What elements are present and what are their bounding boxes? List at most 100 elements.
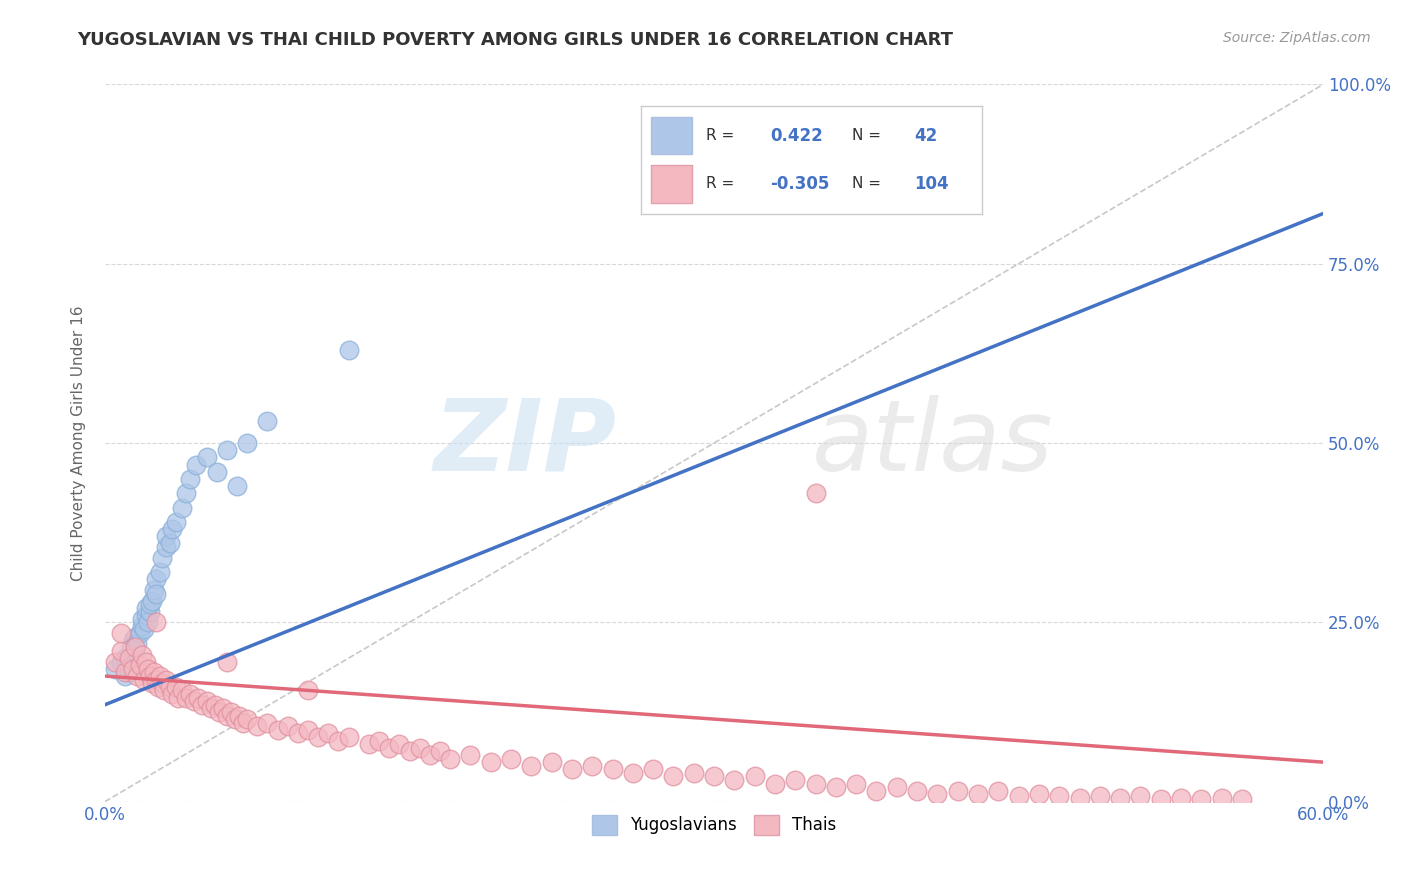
Text: Source: ZipAtlas.com: Source: ZipAtlas.com xyxy=(1223,31,1371,45)
Point xyxy=(865,784,887,798)
Point xyxy=(153,683,176,698)
Point xyxy=(682,765,704,780)
Point xyxy=(135,601,157,615)
Point xyxy=(1028,788,1050,802)
Point xyxy=(183,694,205,708)
Point xyxy=(114,651,136,665)
Point xyxy=(145,673,167,687)
Point xyxy=(145,615,167,630)
Point xyxy=(328,733,350,747)
Point xyxy=(337,343,360,357)
Point xyxy=(211,701,233,715)
Point xyxy=(398,744,420,758)
Point xyxy=(297,723,319,737)
Point xyxy=(287,726,309,740)
Point xyxy=(581,758,603,772)
Point xyxy=(110,644,132,658)
Point xyxy=(145,586,167,600)
Point xyxy=(159,680,181,694)
Point xyxy=(172,500,194,515)
Point xyxy=(429,744,451,758)
Point xyxy=(128,626,150,640)
Point xyxy=(1047,789,1070,803)
Point xyxy=(804,486,827,500)
Point xyxy=(561,762,583,776)
Point xyxy=(131,648,153,662)
Point xyxy=(146,680,169,694)
Point xyxy=(927,788,949,802)
Point xyxy=(224,712,246,726)
Point xyxy=(174,690,197,705)
Point xyxy=(845,777,868,791)
Point xyxy=(205,465,228,479)
Point xyxy=(138,669,160,683)
Point xyxy=(307,730,329,744)
Point xyxy=(662,769,685,783)
Point xyxy=(135,655,157,669)
Point xyxy=(723,773,745,788)
Point xyxy=(127,669,149,683)
Point xyxy=(187,690,209,705)
Point xyxy=(226,479,249,493)
Point xyxy=(114,669,136,683)
Point xyxy=(150,550,173,565)
Point xyxy=(236,712,259,726)
Point xyxy=(118,651,141,665)
Point xyxy=(159,536,181,550)
Point xyxy=(1211,791,1233,805)
Point xyxy=(219,705,242,719)
Point xyxy=(124,630,146,644)
Point xyxy=(165,515,187,529)
Point xyxy=(132,623,155,637)
Point xyxy=(122,633,145,648)
Point xyxy=(368,733,391,747)
Point xyxy=(602,762,624,776)
Point xyxy=(160,522,183,536)
Point xyxy=(378,740,401,755)
Point xyxy=(165,680,187,694)
Point xyxy=(155,673,177,687)
Point xyxy=(179,472,201,486)
Point xyxy=(1088,789,1111,803)
Point xyxy=(520,758,543,772)
Point xyxy=(124,640,146,655)
Point xyxy=(142,665,165,680)
Point xyxy=(155,529,177,543)
Point xyxy=(141,594,163,608)
Point xyxy=(643,762,665,776)
Point xyxy=(228,708,250,723)
Point xyxy=(155,540,177,554)
Point xyxy=(186,458,208,472)
Point xyxy=(149,669,172,683)
Point xyxy=(131,619,153,633)
Point xyxy=(744,769,766,783)
Point xyxy=(104,662,127,676)
Y-axis label: Child Poverty Among Girls Under 16: Child Poverty Among Girls Under 16 xyxy=(72,305,86,581)
Point xyxy=(110,626,132,640)
Point xyxy=(1150,792,1173,806)
Point xyxy=(1189,792,1212,806)
Point xyxy=(191,698,214,712)
Point xyxy=(1129,789,1152,803)
Point xyxy=(785,773,807,788)
Point xyxy=(246,719,269,733)
Point xyxy=(297,683,319,698)
Point xyxy=(128,658,150,673)
Text: ZIP: ZIP xyxy=(433,394,617,491)
Point xyxy=(337,730,360,744)
Point xyxy=(124,644,146,658)
Point xyxy=(215,655,238,669)
Point xyxy=(460,747,482,762)
Point xyxy=(138,598,160,612)
Point xyxy=(174,486,197,500)
Point xyxy=(172,683,194,698)
Point xyxy=(127,637,149,651)
Point xyxy=(118,665,141,680)
Point xyxy=(1069,791,1091,805)
Point xyxy=(439,751,461,765)
Point xyxy=(195,694,218,708)
Point xyxy=(1007,789,1029,803)
Point xyxy=(1109,791,1132,805)
Point xyxy=(946,784,969,798)
Point xyxy=(138,605,160,619)
